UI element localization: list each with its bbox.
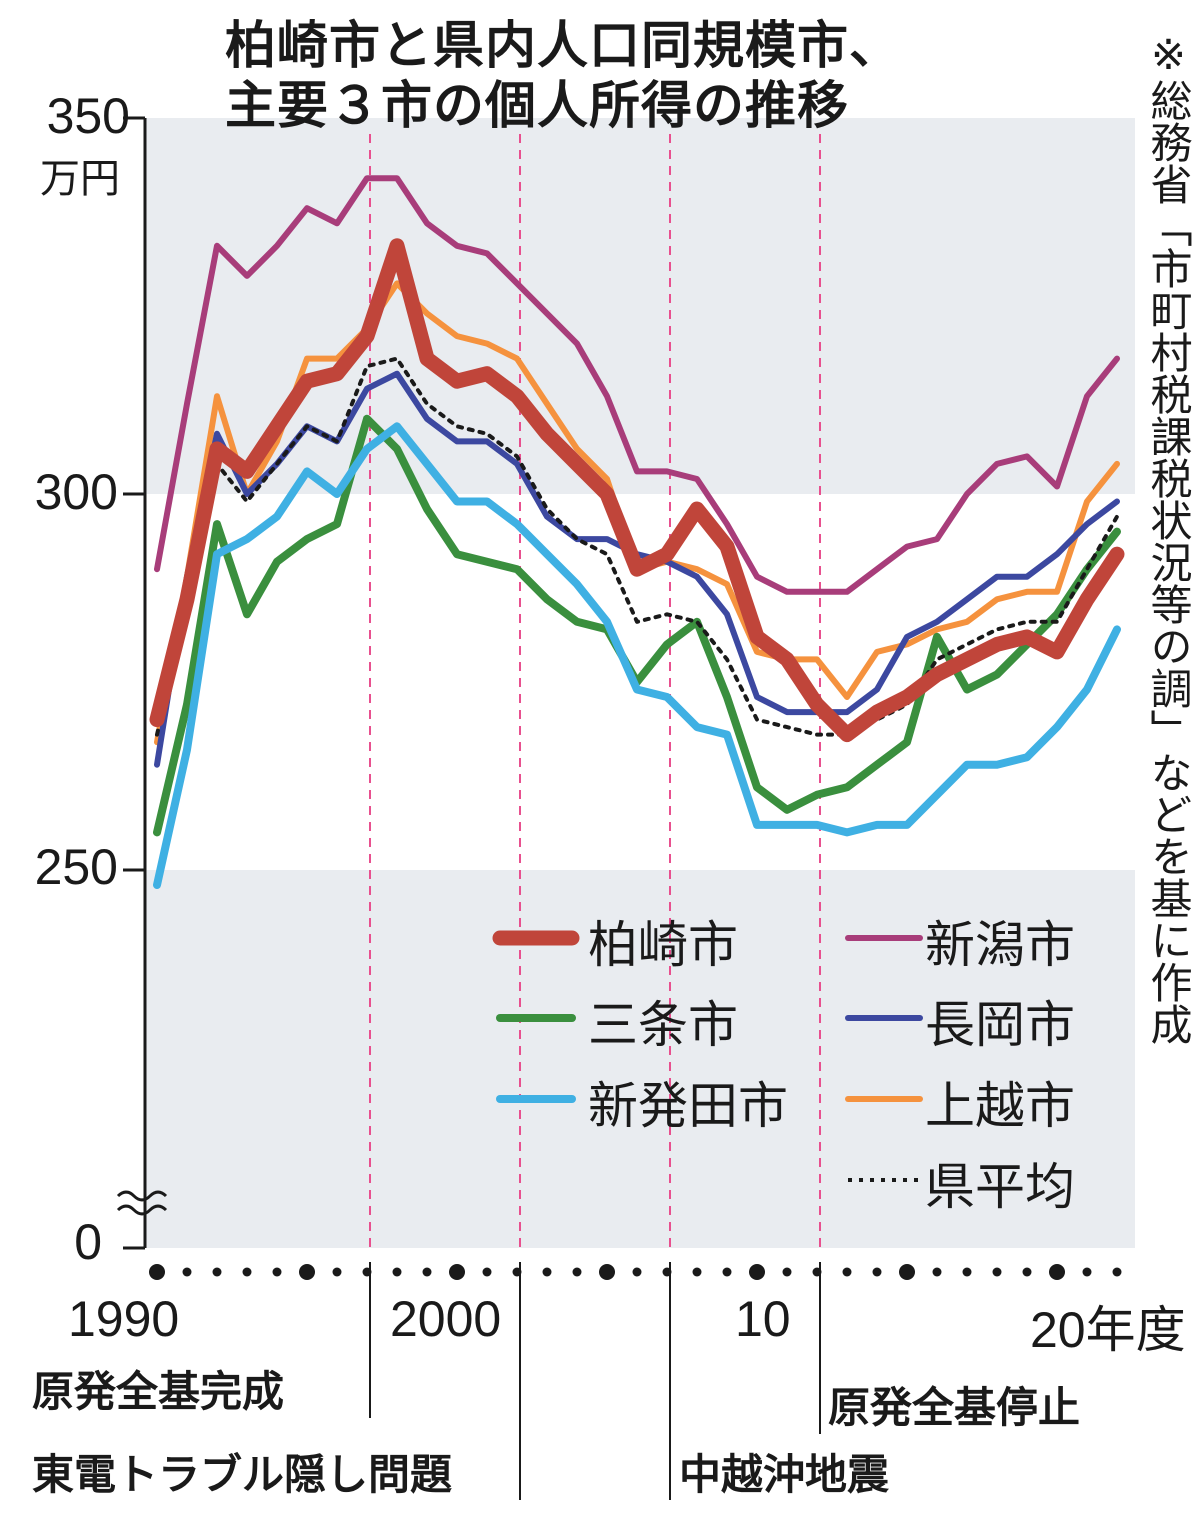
x-major-tick-dot [749,1264,765,1280]
x-tick-label: 10 [735,1291,791,1347]
x-tick-label: 2000 [390,1291,502,1347]
event-label-2012: 原発全基停止 [826,1374,1083,1435]
legend-label: 柏崎市 [588,916,738,974]
x-major-tick-dot [599,1264,615,1280]
x-minor-tick-dot [362,1267,372,1277]
x-minor-tick-dot [662,1267,672,1277]
y-tick-label: 0 [74,1214,102,1270]
event-label-2007: 中越沖地震 [677,1441,892,1502]
x-minor-tick-dot [182,1267,192,1277]
legend-label: 三条市 [588,996,738,1054]
series-line-6 [155,356,1119,737]
x-minor-tick-dot [572,1267,582,1277]
x-minor-tick-dot [932,1267,942,1277]
plot-band-upper [145,118,1135,494]
x-tick-label: 1990 [68,1291,180,1347]
axis-break-mark [116,1204,168,1216]
x-minor-tick-dot [482,1267,492,1277]
series-line-1 [154,175,1120,595]
legend-label: 新発田市 [588,1077,788,1135]
x-minor-tick-dot [962,1267,972,1277]
x-major-tick-dot [449,1264,465,1280]
chart-title-line-2: 主要３市の個人所得の推移 [225,77,850,136]
x-minor-tick-dot [722,1267,732,1277]
series-line-4 [153,422,1121,889]
x-minor-tick-dot [1022,1267,1032,1277]
x-minor-tick-dot [992,1267,1002,1277]
x-minor-tick-dot [632,1267,642,1277]
legend-label: 県平均 [925,1158,1075,1216]
y-tick-label: 250 [34,839,118,895]
x-minor-tick-dot [272,1267,282,1277]
x-minor-tick-dot [782,1267,792,1277]
x-major-tick-dot [299,1264,315,1280]
event-label-2002: 東電トラブル隠し問題 [30,1441,455,1502]
event-label-1997: 原発全基完成 [30,1358,287,1419]
x-minor-tick-dot [1112,1267,1122,1277]
x-minor-tick-dot [392,1267,402,1277]
x-minor-tick-dot [872,1267,882,1277]
y-unit-label: 万円 [40,156,120,202]
x-minor-tick-dot [212,1267,222,1277]
x-minor-tick-dot [1082,1267,1092,1277]
y-tick-label: 300 [34,464,118,520]
x-minor-tick-dot [332,1267,342,1277]
x-minor-tick-dot [422,1267,432,1277]
legend-label: 新潟市 [925,916,1075,974]
x-minor-tick-dot [542,1267,552,1277]
x-minor-tick-dot [842,1267,852,1277]
x-major-tick-dot [899,1264,915,1280]
x-minor-tick-dot [692,1267,702,1277]
x-minor-tick-dot [512,1267,522,1277]
x-minor-tick-dot [242,1267,252,1277]
plot-band-lower [145,870,1135,1248]
x-major-tick-dot [149,1264,165,1280]
legend-label: 長岡市 [925,996,1075,1054]
y-tick-label: 350 [46,88,130,144]
series-line-0 [149,238,1125,743]
legend-label: 上越市 [925,1077,1075,1135]
chart-title-line-1: 柏崎市と県内人口同規模市、 [225,17,902,76]
x-tick-label: 20年度 [1030,1302,1186,1358]
x-minor-tick-dot [812,1267,822,1277]
source-note: ※総務省「市町村税課税状況等の調」などを基に作成 [1144,30,1193,1045]
axis-break-mark [116,1190,168,1202]
x-major-tick-dot [1049,1264,1065,1280]
